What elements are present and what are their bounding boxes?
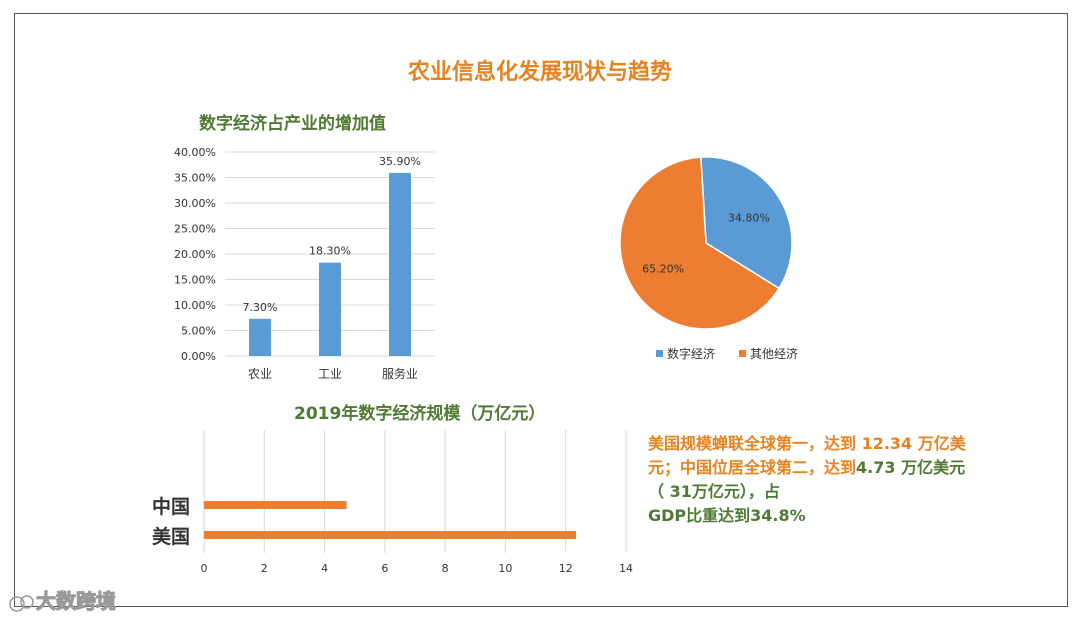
hbar-category-label: 中国: [152, 495, 190, 518]
note-text-3: GDP比重达到34.8%: [648, 506, 806, 525]
bar-ytick-label: 35.00%: [174, 172, 216, 185]
bar-ytick-label: 5.00%: [181, 325, 216, 338]
summary-note: 美国规模蝉联全球第一，达到 12.34 万亿美元；中国位居全球第二，达到4.73…: [648, 432, 978, 528]
pie-legend-label: 数字经济: [667, 346, 715, 361]
hbar-xtick-label: 14: [619, 562, 633, 575]
hbar-mark: [204, 531, 576, 539]
bar-ytick-label: 25.00%: [174, 223, 216, 236]
pie-legend-swatch: [656, 350, 663, 357]
note-text-1: 美国规模蝉联全球第一，达到 12.34 万亿美元；中国位居全球第二，达到: [648, 434, 966, 477]
slide-title: 农业信息化发展现状与趋势: [407, 60, 672, 85]
watermark-text: 大数跨境: [36, 589, 117, 614]
bar-ytick-label: 20.00%: [174, 248, 216, 261]
hbar-xtick-label: 4: [321, 562, 328, 575]
watermark: 大数跨境: [8, 585, 117, 614]
bar-xtick-label: 服务业: [382, 366, 418, 381]
hbar-xtick-label: 0: [201, 562, 208, 575]
hbar-xtick-label: 10: [498, 562, 512, 575]
bar-xtick-label: 工业: [318, 367, 342, 381]
pie-legend-label: 其他经济: [750, 346, 798, 361]
bar-mark: [319, 262, 341, 356]
slide-frame: [14, 13, 1068, 607]
hbar-xtick-label: 6: [381, 562, 388, 575]
pie-slice: [619, 156, 781, 330]
pie-legend-swatch: [739, 350, 746, 357]
pie-data-label: 65.20%: [642, 263, 684, 276]
hbar-xtick-label: 12: [559, 562, 573, 575]
bar-ytick-label: 40.00%: [174, 146, 216, 159]
economy-pie-chart: 34.80% 65.20% 数字经济 其他经济: [619, 156, 798, 361]
hbar-xtick-label: 2: [261, 562, 268, 575]
sector-bar-chart: 0.00% 5.00% 10.00% 15.00% 20.00% 25.00% 30.00%…: [174, 146, 435, 381]
note-text-2: 4.73 万亿美元（ 31万亿元），占: [648, 458, 966, 501]
bar-ytick-label: 10.00%: [174, 299, 216, 312]
pie-data-label: 34.80%: [728, 211, 770, 224]
bar-chart-title: 数字经济占产业的增加值: [199, 114, 386, 134]
hbar-category-label: 美国: [152, 525, 190, 548]
bar-data-label: 7.30%: [243, 301, 278, 314]
bar-mark: [249, 318, 271, 356]
bar-data-label: 18.30%: [309, 245, 351, 258]
bar-ytick-label: 0.00%: [181, 350, 216, 363]
bar-ytick-label: 30.00%: [174, 197, 216, 210]
bar-mark: [389, 172, 411, 356]
pie-slice: [700, 156, 793, 290]
bar-data-label: 35.90%: [379, 155, 421, 168]
hbar-chart-title: 2019年数字经济规模（万亿元）: [294, 404, 546, 424]
bar-xtick-label: 农业: [248, 367, 272, 381]
weibo-icon: [9, 594, 34, 612]
hbar-xtick-label: 8: [442, 562, 449, 575]
bar-ytick-label: 15.00%: [174, 274, 216, 287]
hbar-mark: [204, 501, 347, 509]
